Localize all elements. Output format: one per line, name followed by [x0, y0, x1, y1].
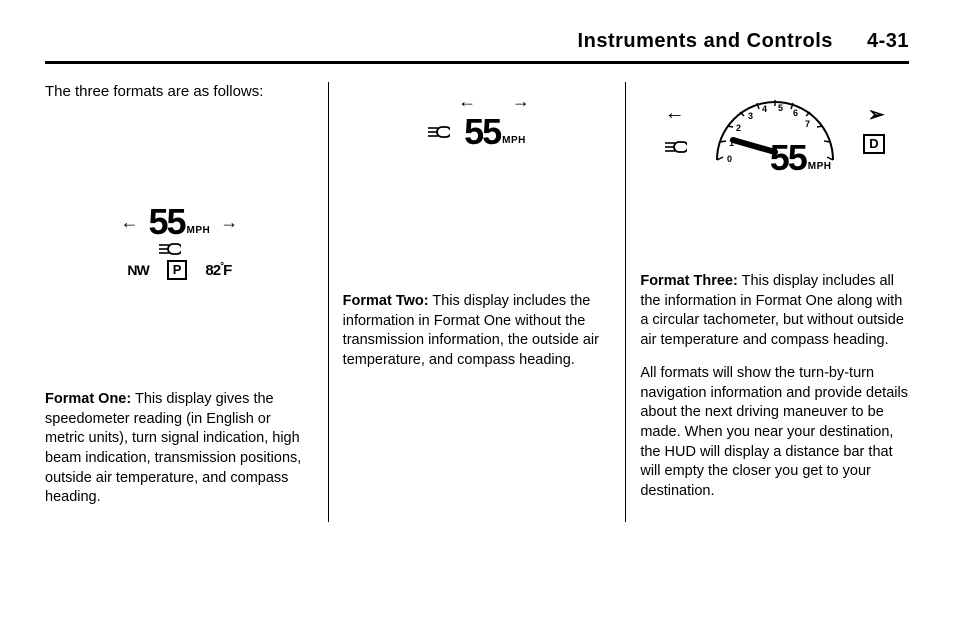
intro-text: The three formats are as follows: [45, 82, 314, 102]
format-three-label: Format Three: [640, 273, 738, 289]
speed-unit: MPH [808, 161, 832, 172]
svg-text:7: 7 [805, 119, 810, 129]
speed-unit: MPH [502, 135, 526, 146]
column-1: The three formats are as follows: ← 55 M… [45, 82, 328, 522]
svg-text:3: 3 [748, 111, 753, 121]
formats-note: All formats will show the turn-by-turn n… [640, 364, 909, 501]
left-turn-arrow-icon: ← [458, 92, 476, 110]
speed-unit: MPH [186, 225, 210, 236]
compass-heading: NW [127, 262, 148, 278]
right-turn-arrow-icon: → [220, 213, 238, 231]
speed-value: 55 [770, 140, 806, 176]
svg-text:6: 6 [793, 108, 798, 118]
gear-indicator: P [167, 260, 188, 280]
high-beam-icon [665, 140, 687, 154]
content-columns: The three formats are as follows: ← 55 M… [45, 82, 909, 522]
svg-text:4: 4 [762, 104, 767, 114]
hud-format-three-figure: ← ➢ [640, 82, 909, 212]
svg-text:0: 0 [727, 154, 732, 162]
right-turn-arrow-icon: ➢ [868, 102, 885, 127]
hud-display-three: ← ➢ [665, 92, 885, 202]
format-one-label: Format One: [45, 391, 131, 407]
left-turn-arrow-icon: ← [665, 102, 685, 125]
speed-value: 55 [464, 114, 500, 150]
right-turn-arrow-icon: → [512, 92, 530, 110]
page-header: Instruments and Controls 4-31 [45, 30, 909, 64]
speed-readout: 55 MPH [770, 140, 832, 176]
hud-display-one: ← 55 MPH → NW [120, 200, 238, 284]
column-2: ← 55 MPH → Format Two: This display incl… [328, 82, 626, 522]
outside-temperature: 82°F [205, 261, 231, 279]
speed-value: 55 [148, 204, 184, 240]
svg-text:2: 2 [736, 123, 741, 133]
hud-format-two-figure: ← 55 MPH → [343, 82, 612, 182]
page-number: 4-31 [867, 30, 909, 52]
format-two-label: Format Two: [343, 293, 429, 309]
svg-text:5: 5 [778, 103, 783, 113]
high-beam-icon [159, 242, 181, 256]
speed-readout: 55 MPH [148, 204, 210, 240]
hud-format-one-figure: ← 55 MPH → NW [45, 182, 314, 302]
high-beam-icon [428, 125, 450, 139]
section-title: Instruments and Controls [578, 30, 861, 52]
hud-display-two: ← 55 MPH → [428, 110, 526, 154]
format-one-text: This display gives the speedometer readi… [45, 391, 301, 505]
gear-indicator: D [863, 134, 884, 154]
left-turn-arrow-icon: ← [120, 213, 138, 231]
format-two-description: Format Two: This display includes the in… [343, 292, 612, 370]
column-3: ← ➢ [625, 82, 909, 522]
manual-page: Instruments and Controls 4-31 The three … [0, 0, 954, 542]
format-three-description: Format Three: This display includes all … [640, 272, 909, 501]
speed-readout: 55 MPH [464, 114, 526, 150]
format-one-description: Format One: This display gives the speed… [45, 390, 314, 507]
